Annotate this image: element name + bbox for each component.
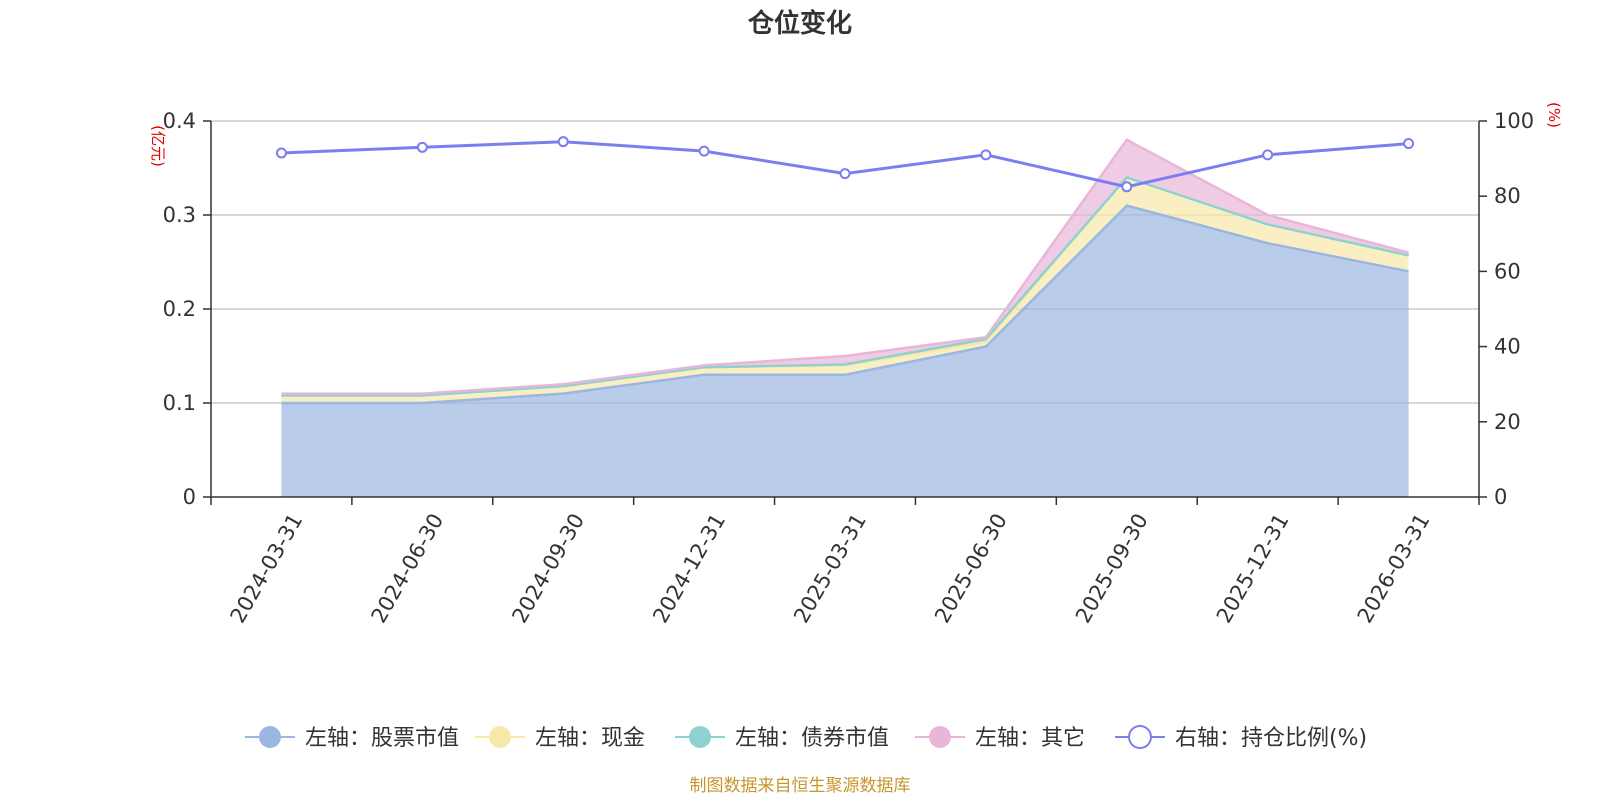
legend-marker	[489, 726, 511, 748]
x-tick-label: 2025-09-30	[1071, 509, 1153, 627]
legend-label: 右轴：持仓比例(%)	[1175, 726, 1367, 751]
left-tick-label: 0.1	[163, 391, 196, 415]
ratio-line-layer	[275, 136, 1415, 193]
right-tick-label: 60	[1494, 259, 1521, 283]
area-左轴：股票市值	[281, 205, 1409, 497]
legend-label: 左轴：股票市值	[305, 726, 459, 751]
legend: 左轴：股票市值 左轴：现金 左轴：债券市值 左轴：其它 右轴：持仓比例(%)	[245, 725, 1367, 751]
x-tick-label: 2024-06-30	[366, 509, 448, 627]
ratio-point	[1121, 181, 1133, 193]
x-tick-label: 2025-12-31	[1212, 509, 1294, 627]
ratio-point	[1262, 149, 1274, 161]
legend-marker	[929, 726, 951, 748]
data-source-note: 制图数据来自恒生聚源数据库	[690, 776, 911, 796]
left-tick-label: 0.2	[163, 297, 196, 321]
ratio-point	[980, 149, 992, 161]
ratio-point	[416, 141, 428, 153]
area-edge-左轴：股票市值	[281, 204, 1409, 405]
x-tick-label: 2025-03-31	[789, 509, 871, 627]
legend-label: 左轴：其它	[975, 726, 1085, 751]
right-tick-label: 20	[1494, 410, 1521, 434]
left-axis-unit: (亿元)	[149, 125, 167, 167]
area-edge-左轴：债券市值	[281, 175, 1409, 397]
right-tick-label: 80	[1494, 184, 1521, 208]
right-tick-label: 0	[1494, 485, 1507, 509]
legend-marker	[1128, 725, 1152, 749]
ratio-line	[281, 140, 1409, 189]
x-tick-label: 2025-06-30	[930, 509, 1012, 627]
chart-title: 仓位变化	[747, 8, 852, 39]
ratio-point	[698, 145, 710, 157]
x-tick-label: 2024-12-31	[648, 509, 730, 627]
area-layer	[281, 138, 1409, 497]
x-tick-label: 2024-03-31	[226, 509, 308, 627]
right-tick-label: 100	[1494, 109, 1534, 133]
ratio-point	[557, 136, 569, 148]
right-axis-unit: (%)	[1545, 102, 1563, 128]
x-tick-label: 2026-03-31	[1353, 509, 1435, 627]
ratio-point	[839, 168, 851, 180]
left-tick-label: 0.4	[163, 109, 196, 133]
legend-marker	[689, 726, 711, 748]
legend-marker	[259, 726, 281, 748]
right-tick-label: 40	[1494, 335, 1521, 359]
legend-label: 左轴：债券市值	[735, 726, 889, 751]
left-tick-label: 0.3	[163, 203, 196, 227]
x-tick-label: 2024-09-30	[507, 509, 589, 627]
left-tick-label: 0	[183, 485, 196, 509]
legend-label: 左轴：现金	[535, 726, 645, 751]
area-edge-左轴：其它	[281, 138, 1409, 395]
ratio-point	[275, 147, 287, 159]
ratio-point	[1403, 138, 1415, 150]
